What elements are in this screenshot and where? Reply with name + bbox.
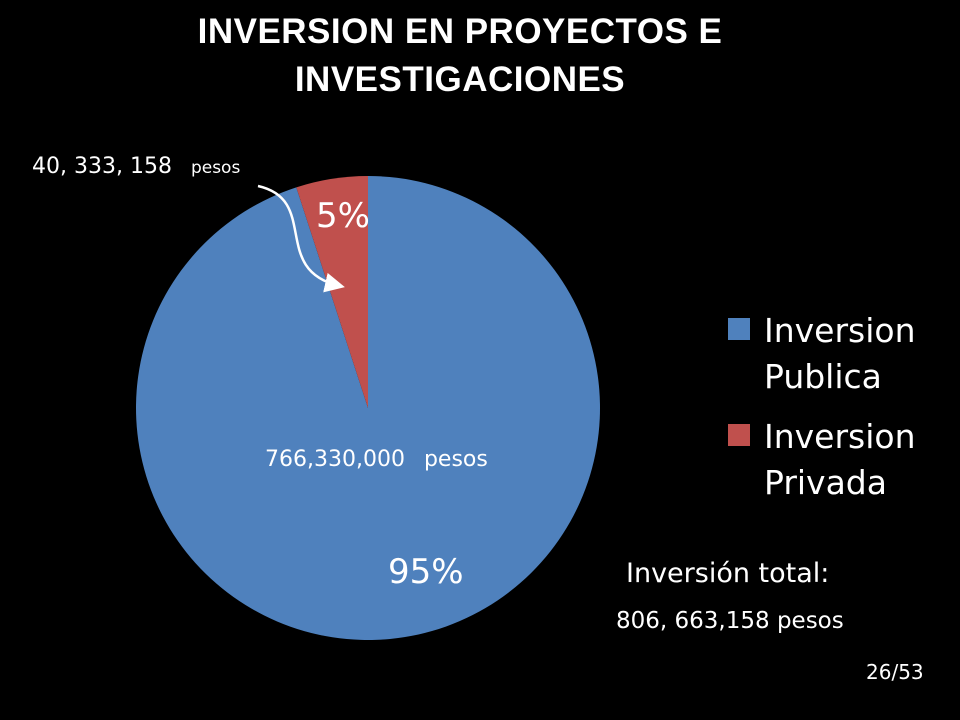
chart-title: INVERSION EN PROYECTOS E INVESTIGACIONES	[100, 8, 820, 104]
legend-swatch-privada	[728, 424, 750, 446]
total-label: Inversión total:	[626, 558, 830, 589]
privada-unit: pesos	[190, 158, 241, 178]
publica-percent-label: 95%	[388, 552, 464, 592]
legend-label-privada: Inversion Privada	[764, 417, 916, 502]
callout-arrow	[257, 184, 345, 293]
publica-unit: pesos	[423, 447, 488, 472]
chart-title-line-2: INVESTIGACIONES	[294, 60, 626, 99]
publica-value: 766,330,000	[265, 447, 405, 472]
legend-item-privada: Inversion Privada	[728, 414, 958, 506]
privada-value: 40, 333, 158	[32, 154, 172, 179]
page-number: 26/53	[866, 660, 924, 684]
legend-item-publica: Inversion Publica	[728, 308, 958, 400]
publica-value-label: 766,330,000 pesos	[265, 447, 488, 472]
legend-swatch-publica	[728, 318, 750, 340]
chart-legend: Inversion Publica Inversion Privada	[728, 308, 958, 520]
total-value: 806, 663,158 pesos	[616, 608, 844, 634]
legend-label-publica: Inversion Publica	[764, 311, 916, 396]
chart-title-line-1: INVERSION EN PROYECTOS E	[197, 12, 723, 51]
privada-value-label: 40, 333, 158 pesos	[32, 154, 240, 179]
privada-percent-label: 5%	[316, 196, 370, 236]
